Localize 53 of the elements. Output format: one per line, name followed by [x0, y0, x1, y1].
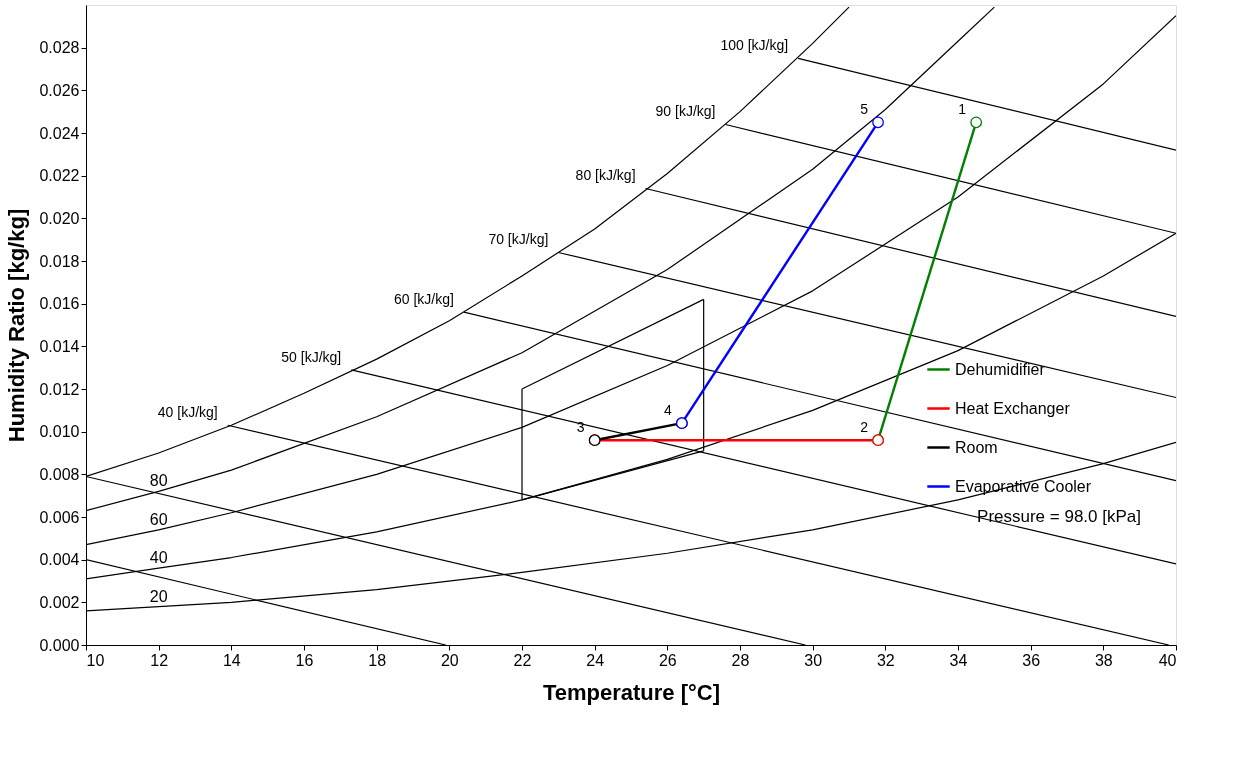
y-tick-label: 0.006	[39, 508, 80, 526]
x-tick-label: 32	[876, 651, 895, 669]
x-axis-title: Temperature [°C]	[542, 679, 721, 705]
y-tick-label: 0.008	[39, 465, 80, 483]
x-tick-label: 24	[586, 651, 605, 669]
y-tick-label: 0.026	[39, 81, 80, 99]
y-tick-label: 0.002	[39, 593, 80, 611]
annotation: 5	[860, 101, 869, 118]
y-tick-label: 0.010	[39, 423, 80, 441]
x-tick-label: 26	[658, 651, 677, 669]
annotation: 70 [kJ/kg]	[488, 231, 549, 248]
annotation: 60 [kJ/kg]	[393, 291, 454, 308]
y-tick-label: 0.020	[39, 209, 80, 227]
series-label: 60	[149, 510, 168, 528]
x-tick-label: 28	[731, 651, 750, 669]
annotation: 80 [kJ/kg]	[575, 167, 636, 184]
y-tick-label: 0.028	[39, 39, 80, 57]
x-tick-label: 38	[1094, 651, 1113, 669]
series-label: 40	[149, 549, 168, 567]
annotation: 4	[664, 402, 673, 419]
annotation: 50 [kJ/kg]	[281, 348, 342, 365]
x-tick-label: 36	[1022, 651, 1041, 669]
y-tick-label: 0.016	[39, 295, 80, 313]
series-label: 20	[149, 587, 168, 605]
y-tick-label: 0.000	[39, 636, 80, 654]
x-tick-label: 18	[368, 651, 387, 669]
x-tick-label: 10	[86, 651, 105, 669]
y-tick-label: 0.004	[39, 551, 80, 569]
y-axis-title: Humidity Ratio [kg/kg]	[4, 208, 30, 443]
x-tick-label: 12	[150, 651, 169, 669]
y-tick-label: 0.022	[39, 167, 80, 185]
legend-label: Dehumidifier	[955, 360, 1046, 378]
annotation: 40 [kJ/kg]	[157, 404, 218, 421]
y-tick-label: 0.018	[39, 252, 80, 270]
x-tick-label: 22	[513, 651, 532, 669]
annotation: 2	[860, 419, 869, 436]
x-tick-label: 34	[949, 651, 968, 669]
annotation: 90 [kJ/kg]	[655, 103, 716, 120]
annotation: Pressure = 98.0 [kPa]	[977, 507, 1141, 526]
legend-label: Heat Exchanger	[955, 399, 1071, 417]
x-tick-label: 30	[804, 651, 823, 669]
x-tick-label: 40	[1158, 651, 1177, 669]
y-tick-label: 0.012	[39, 380, 80, 398]
y-tick-label: 0.024	[39, 124, 80, 142]
x-tick-label: 16	[295, 651, 314, 669]
annotation: 3	[576, 419, 585, 436]
x-tick-label: 20	[440, 651, 459, 669]
series-label: 80	[149, 472, 168, 490]
y-tick-label: 0.014	[39, 337, 80, 355]
annotation: 100 [kJ/kg]	[720, 37, 789, 54]
legend-label: Room	[955, 438, 998, 456]
x-tick-label: 14	[222, 651, 241, 669]
annotation: 1	[958, 101, 967, 118]
